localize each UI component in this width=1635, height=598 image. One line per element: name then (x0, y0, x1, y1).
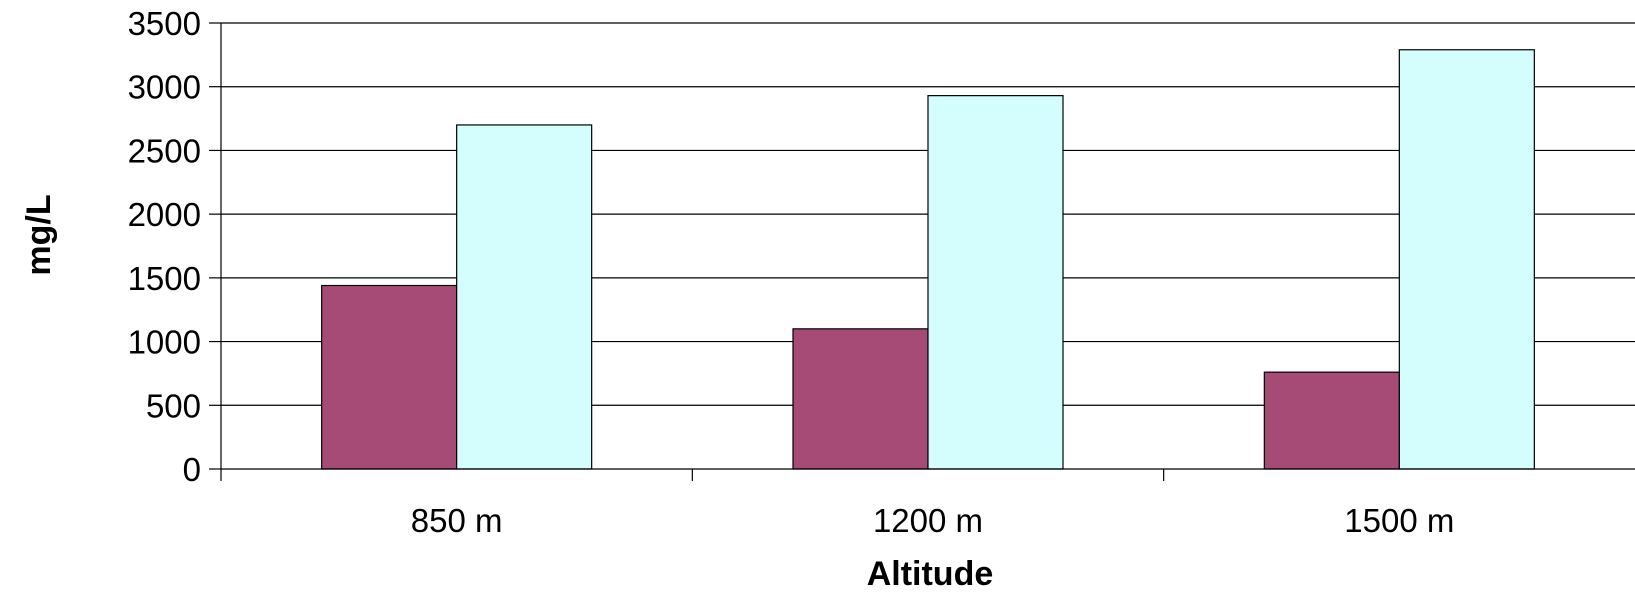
x-tick-label: 1200 m (873, 502, 983, 539)
x-axis-title: Altitude (867, 555, 994, 593)
bar (792, 328, 929, 470)
bar (927, 95, 1064, 470)
axes (220, 23, 1635, 481)
x-tick-label: 850 m (411, 502, 503, 539)
bar (456, 124, 593, 470)
bar (1398, 49, 1535, 470)
bar (1263, 371, 1400, 470)
bar (321, 284, 458, 470)
y-axis-title: mg/L (20, 194, 58, 275)
x-tick-labels: 850 m 1200 m 1500 m (411, 502, 1455, 539)
y-tick-label: 3500 (128, 5, 201, 42)
y-tick-label: 2000 (128, 196, 201, 233)
y-tick-label: 0 (183, 451, 201, 488)
y-tick-label: 1500 (128, 260, 201, 297)
bars (321, 49, 1535, 470)
y-tick-label: 2500 (128, 132, 201, 169)
y-tick-labels: 0 500 1000 1500 2000 2500 3000 3500 (128, 5, 201, 488)
y-tick-label: 1000 (128, 324, 201, 361)
x-tick-label: 1500 m (1344, 502, 1454, 539)
y-tick-label: 500 (146, 387, 201, 424)
y-tick-label: 3000 (128, 69, 201, 106)
